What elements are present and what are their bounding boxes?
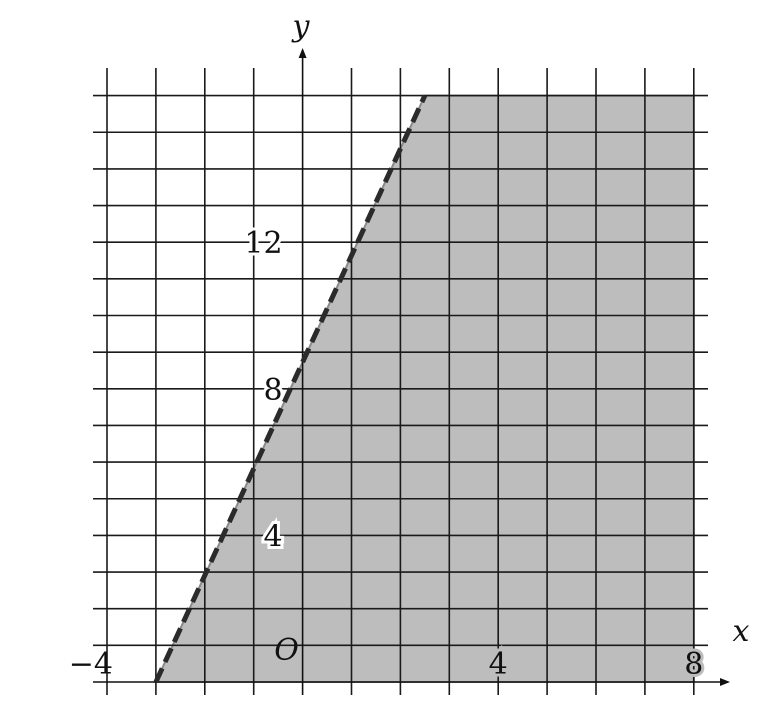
x-axis-label: x [733,614,750,649]
tick-label-layer: −4 4 8 4 8 12 Ox y [69,9,750,685]
x-tick-label: 8 [684,647,703,682]
axes-layer [93,48,730,695]
origin-label: O [274,633,299,668]
y-axis-label: y [291,9,311,44]
x-tick-label: 4 [489,647,508,682]
x-tick-label: −4 [69,647,113,682]
y-tick-label: 8 [264,373,283,408]
y-tick-label: 4 [264,519,283,554]
boundary-line [153,94,428,684]
y-tick-label: 12 [244,226,282,261]
boundary-line-layer [153,94,428,684]
grid-layer [93,68,708,695]
